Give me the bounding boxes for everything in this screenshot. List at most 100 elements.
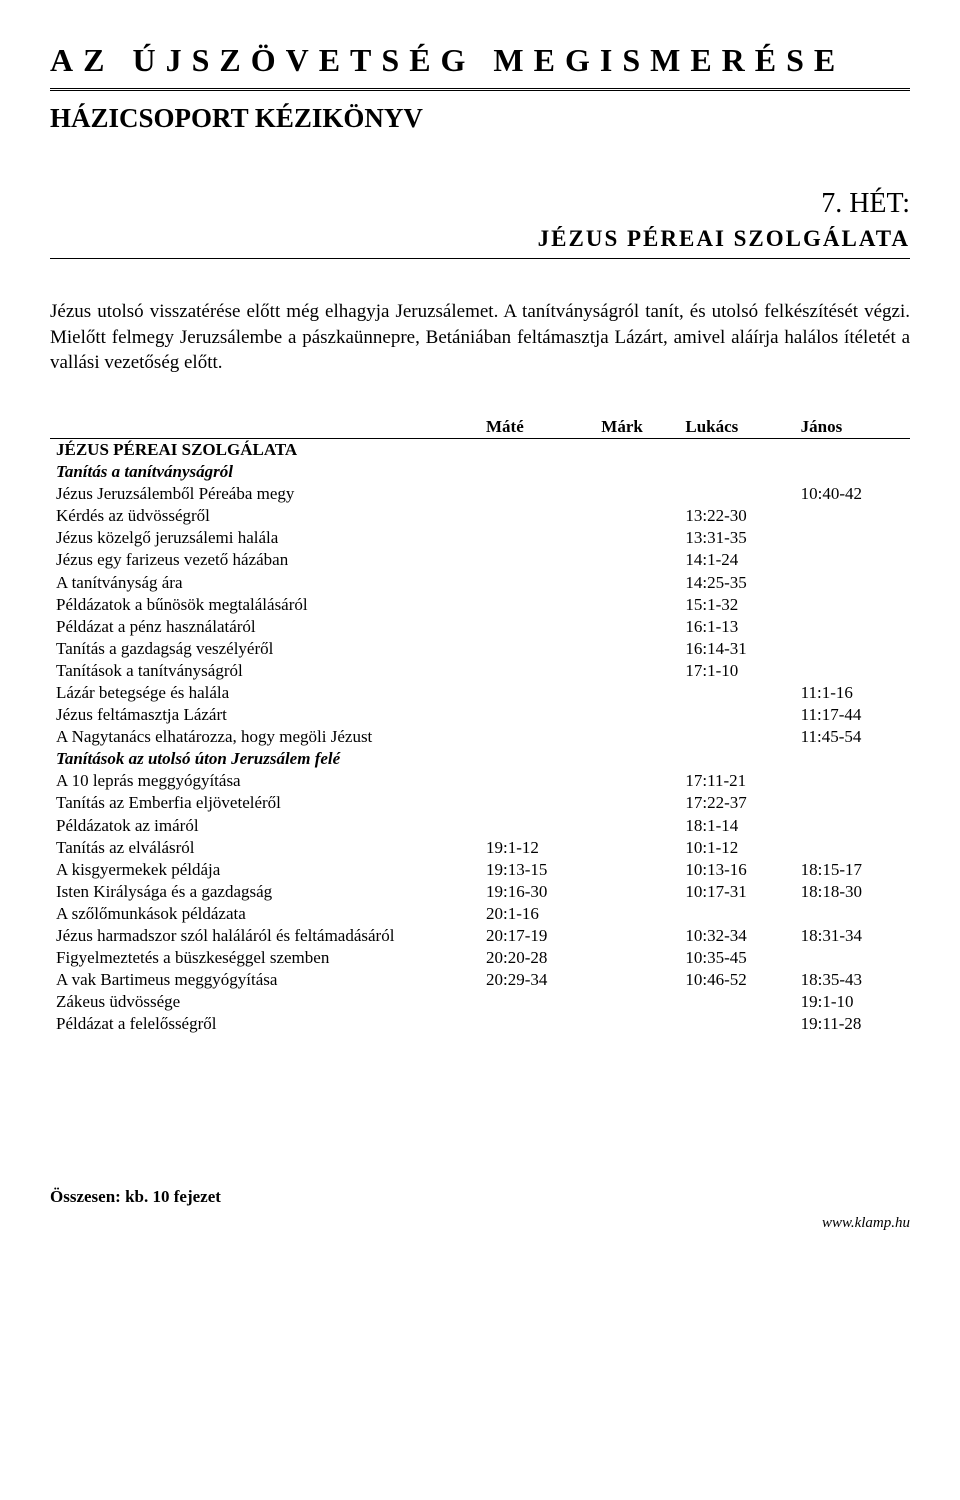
ref-cell: 20:29-34: [480, 969, 595, 991]
table-row: A 10 leprás meggyógyítása17:11-21: [50, 770, 910, 792]
row-desc: Jézus közelgő jeruzsálemi halála: [50, 527, 480, 549]
ref-cell: 16:14-31: [679, 638, 794, 660]
row-desc: A Nagytanács elhatározza, hogy megöli Jé…: [50, 726, 480, 748]
table-row: Tanítás a gazdagság veszélyéről 16:14-31: [50, 638, 910, 660]
ref-cell: [480, 770, 595, 792]
main-title: AZ ÚJSZÖVETSÉG MEGISMERÉSE: [50, 40, 910, 82]
table-row: Tanítások az utolsó úton Jeruzsálem felé: [50, 748, 910, 770]
table-row: Jézus harmadszor szól haláláról és feltá…: [50, 925, 910, 947]
subsection-title: Tanítások az utolsó úton Jeruzsálem felé: [50, 748, 910, 770]
ref-cell: 19:11-28: [795, 1013, 910, 1035]
ref-cell: 10:17-31: [679, 881, 794, 903]
ref-cell: [480, 682, 595, 704]
ref-cell: 19:1-10: [795, 991, 910, 1013]
col-desc-header: [50, 416, 480, 439]
table-row: Jézus közelgő jeruzsálemi halála13:31-35: [50, 527, 910, 549]
row-desc: Példázat a felelősségről: [50, 1013, 480, 1035]
ref-cell: [480, 616, 595, 638]
ref-cell: [795, 815, 910, 837]
ref-cell: [795, 947, 910, 969]
ref-cell: [480, 726, 595, 748]
ref-cell: [795, 770, 910, 792]
row-desc: Példázatok az imáról: [50, 815, 480, 837]
ref-cell: [679, 1013, 794, 1035]
section-title: JÉZUS PÉREAI SZOLGÁLATA: [50, 438, 910, 461]
ref-cell: [595, 638, 679, 660]
table-row: JÉZUS PÉREAI SZOLGÁLATA: [50, 438, 910, 461]
ref-cell: [595, 925, 679, 947]
ref-cell: [595, 969, 679, 991]
row-desc: Tanítás az elválásról: [50, 837, 480, 859]
ref-cell: 20:20-28: [480, 947, 595, 969]
row-desc: A vak Bartimeus meggyógyítása: [50, 969, 480, 991]
week-subtitle: JÉZUS PÉREAI SZOLGÁLATA: [50, 224, 910, 254]
ref-cell: 10:32-34: [679, 925, 794, 947]
ref-cell: [795, 549, 910, 571]
ref-cell: [795, 505, 910, 527]
table-row: Lázár betegsége és halála11:1-16: [50, 682, 910, 704]
ref-cell: [679, 483, 794, 505]
table-row: A Nagytanács elhatározza, hogy megöli Jé…: [50, 726, 910, 748]
table-row: A vak Bartimeus meggyógyítása20:29-34 10:…: [50, 969, 910, 991]
reference-table: MátéMárkLukácsJános JÉZUS PÉREAI SZOLGÁL…: [50, 416, 910, 1036]
ref-cell: [795, 903, 910, 925]
row-desc: Jézus egy farizeus vezető házában: [50, 549, 480, 571]
table-row: Figyelmeztetés a büszkeséggel szemben20:…: [50, 947, 910, 969]
row-desc: Tanítás a gazdagság veszélyéről: [50, 638, 480, 660]
ref-cell: 10:35-45: [679, 947, 794, 969]
ref-cell: 18:18-30: [795, 881, 910, 903]
table-row: A szőlőmunkások példázata20:1-16: [50, 903, 910, 925]
table-row: Jézus Jeruzsálemből Péreába megy10:40-42: [50, 483, 910, 505]
ref-cell: [679, 726, 794, 748]
table-row: Példázatok a bűnösök megtalálásáról 15:1-…: [50, 594, 910, 616]
ref-cell: 20:1-16: [480, 903, 595, 925]
row-desc: Példázatok a bűnösök megtalálásáról: [50, 594, 480, 616]
ref-cell: 10:46-52: [679, 969, 794, 991]
row-desc: Tanítások a tanítványságról: [50, 660, 480, 682]
ref-cell: [480, 792, 595, 814]
ref-cell: 11:17-44: [795, 704, 910, 726]
ref-cell: [679, 903, 794, 925]
row-desc: A szőlőmunkások példázata: [50, 903, 480, 925]
ref-cell: 18:31-34: [795, 925, 910, 947]
row-desc: Figyelmeztetés a büszkeséggel szemben: [50, 947, 480, 969]
table-row: Jézus feltámasztja Lázárt11:17-44: [50, 704, 910, 726]
ref-cell: [480, 572, 595, 594]
ref-cell: 19:16-30: [480, 881, 595, 903]
col-jános-header: János: [795, 416, 910, 439]
intro-paragraph: Jézus utolsó visszatérése előtt még elha…: [50, 299, 910, 376]
ref-cell: [595, 947, 679, 969]
ref-cell: 17:1-10: [679, 660, 794, 682]
ref-cell: [595, 837, 679, 859]
table-row: Példázatok az imáról18:1-14: [50, 815, 910, 837]
ref-cell: 19:1-12: [480, 837, 595, 859]
ref-cell: 15:1-32: [679, 594, 794, 616]
row-desc: A tanítványság ára: [50, 572, 480, 594]
ref-cell: [595, 572, 679, 594]
ref-cell: [795, 572, 910, 594]
ref-cell: [595, 660, 679, 682]
ref-cell: 16:1-13: [679, 616, 794, 638]
footer-total: Összesen: kb. 10 fejezet: [50, 1186, 910, 1208]
col-márk-header: Márk: [595, 416, 679, 439]
row-desc: Lázár betegsége és halála: [50, 682, 480, 704]
ref-cell: 14:25-35: [679, 572, 794, 594]
ref-cell: [480, 594, 595, 616]
ref-cell: [595, 792, 679, 814]
col-lukács-header: Lukács: [679, 416, 794, 439]
week-word: HÉT:: [849, 188, 910, 219]
ref-cell: [595, 815, 679, 837]
ref-cell: 17:11-21: [679, 770, 794, 792]
ref-cell: [795, 594, 910, 616]
ref-cell: [595, 991, 679, 1013]
ref-cell: [679, 991, 794, 1013]
ref-cell: 10:40-42: [795, 483, 910, 505]
table-row: Isten Királysága és a gazdagság19:16-301…: [50, 881, 910, 903]
ref-cell: 20:17-19: [480, 925, 595, 947]
table-row: Tanítás a tanítványságról: [50, 461, 910, 483]
ref-cell: [480, 505, 595, 527]
col-máté-header: Máté: [480, 416, 595, 439]
ref-cell: [595, 770, 679, 792]
ref-cell: [480, 815, 595, 837]
table-row: Zákeus üdvössége19:1-10: [50, 991, 910, 1013]
